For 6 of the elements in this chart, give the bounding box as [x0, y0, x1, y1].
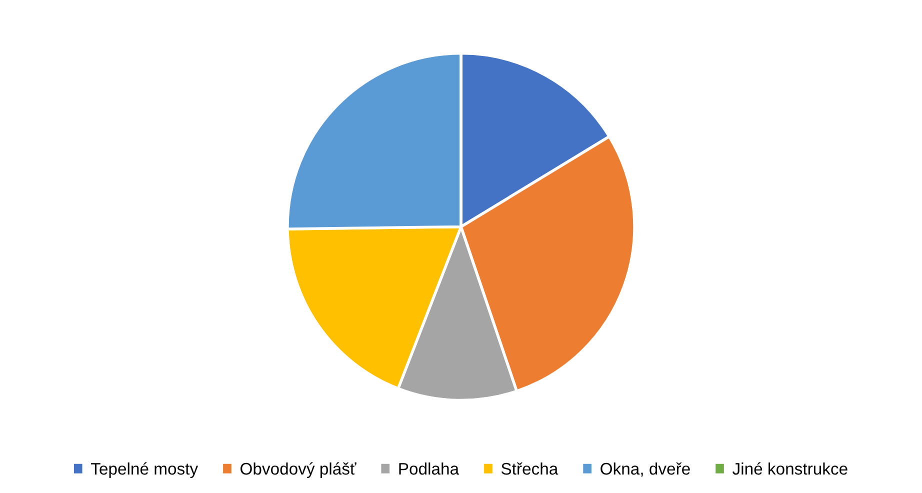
legend-label: Obvodový plášť — [240, 462, 356, 478]
legend-label: Tepelné mosty — [90, 462, 198, 478]
legend-label: Střecha — [501, 462, 558, 475]
legend-label: Okna, dveře — [600, 462, 690, 477]
legend-label: Podlaha — [399, 462, 460, 475]
legend-label: Jiné konstrukce — [732, 462, 848, 475]
